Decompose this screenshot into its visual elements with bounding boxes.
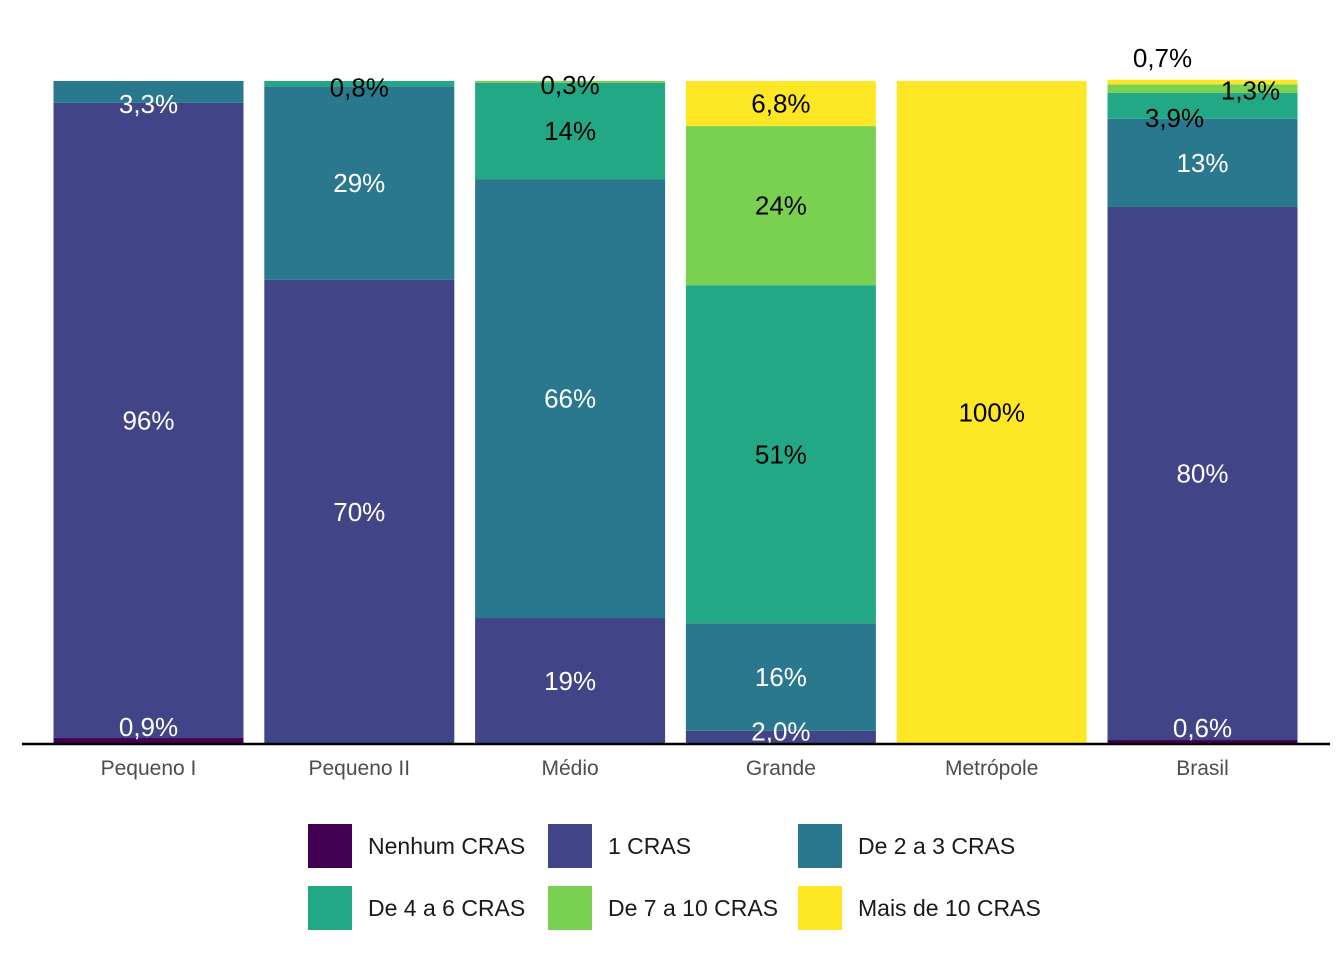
legend-swatch xyxy=(308,886,352,930)
bar-segment xyxy=(1107,92,1298,119)
bar-segment xyxy=(475,618,666,744)
bar-segment xyxy=(53,738,244,744)
legend-swatch xyxy=(798,824,842,868)
data-label: 0,7% xyxy=(1133,43,1192,73)
stacked-bar-chart: 0,9% 96% 3,3% 70% 29% 0,8% 19% 66% 14% 0,3% 2,0% 16… xyxy=(22,43,1330,780)
bar-segment xyxy=(1107,118,1298,207)
bar-segment xyxy=(1107,79,1298,85)
legend-swatch xyxy=(548,824,592,868)
bar-segment xyxy=(475,81,666,83)
data-label: 19% xyxy=(544,666,596,696)
data-label: 51% xyxy=(755,439,807,469)
data-label: 100% xyxy=(958,398,1025,428)
bar-segment xyxy=(685,81,876,127)
bar-segment xyxy=(685,126,876,286)
data-label: 3,3% xyxy=(119,89,178,119)
legend-item: De 7 a 10 CRAS xyxy=(548,886,798,930)
bar-segment xyxy=(685,730,876,744)
legend-label: De 7 a 10 CRAS xyxy=(608,894,779,921)
x-tick-labels-layer: Pequeno I Pequeno II Médio Grande Metrópole B… xyxy=(101,757,1229,780)
data-label: 6,8% xyxy=(751,89,810,119)
legend-swatch xyxy=(548,886,592,930)
bar-segment xyxy=(53,81,244,103)
legend-label: Mais de 10 CRAS xyxy=(858,894,1041,921)
bar-segment xyxy=(53,102,244,739)
legend-swatch xyxy=(798,886,842,930)
legend-item: De 4 a 6 CRAS xyxy=(308,886,548,930)
data-label: 96% xyxy=(122,405,174,435)
bar-segment xyxy=(264,279,455,744)
legend-label: De 2 a 3 CRAS xyxy=(858,832,1016,859)
x-tick-label: Brasil xyxy=(1176,757,1229,780)
bar-segment xyxy=(475,179,666,619)
legend-item: Nenhum CRAS xyxy=(308,824,548,868)
bar-segment xyxy=(264,86,455,280)
bar-segment xyxy=(1107,206,1298,741)
x-tick-label: Grande xyxy=(746,757,816,780)
data-label: 3,9% xyxy=(1145,103,1204,133)
legend: Nenhum CRAS 1 CRAS De 2 a 3 CRAS De 4 a 6 C… xyxy=(308,824,1058,930)
data-label: 29% xyxy=(333,168,385,198)
bars-layer xyxy=(53,79,1298,744)
legend-item: De 2 a 3 CRAS xyxy=(798,824,1058,868)
data-label: 1,3% xyxy=(1221,76,1280,106)
data-label: 70% xyxy=(333,497,385,527)
data-label: 0,3% xyxy=(540,70,599,100)
bar-segment xyxy=(896,81,1087,744)
data-labels-layer: 0,9% 96% 3,3% 70% 29% 0,8% 19% 66% 14% 0,3% 2,0% 16… xyxy=(119,43,1280,746)
data-label: 0,8% xyxy=(330,73,389,103)
legend-label: De 4 a 6 CRAS xyxy=(368,894,526,921)
legend-item: 1 CRAS xyxy=(548,824,798,868)
bar-segment xyxy=(1107,84,1298,93)
data-label: 14% xyxy=(544,116,596,146)
bar-segment xyxy=(1107,740,1298,744)
legend-swatch xyxy=(308,824,352,868)
x-tick-label: Pequeno II xyxy=(309,757,411,780)
x-tick-label: Metrópole xyxy=(945,757,1038,780)
legend-label: Nenhum CRAS xyxy=(368,832,526,859)
bar-segment xyxy=(264,81,455,87)
data-label: 0,6% xyxy=(1173,713,1232,743)
bar-segment xyxy=(475,82,666,180)
legend-label: 1 CRAS xyxy=(608,832,692,859)
data-label: 66% xyxy=(544,384,596,414)
data-label: 2,0% xyxy=(751,716,810,746)
bar-segment xyxy=(685,623,876,731)
data-label: 24% xyxy=(755,191,807,221)
data-label: 16% xyxy=(755,662,807,692)
data-label: 80% xyxy=(1176,458,1228,488)
x-tick-label: Médio xyxy=(541,757,598,780)
data-label: 0,9% xyxy=(119,712,178,742)
bar-segment xyxy=(685,285,876,624)
x-tick-label: Pequeno I xyxy=(101,757,197,780)
legend-item: Mais de 10 CRAS xyxy=(798,886,1058,930)
data-label: 13% xyxy=(1176,148,1228,178)
